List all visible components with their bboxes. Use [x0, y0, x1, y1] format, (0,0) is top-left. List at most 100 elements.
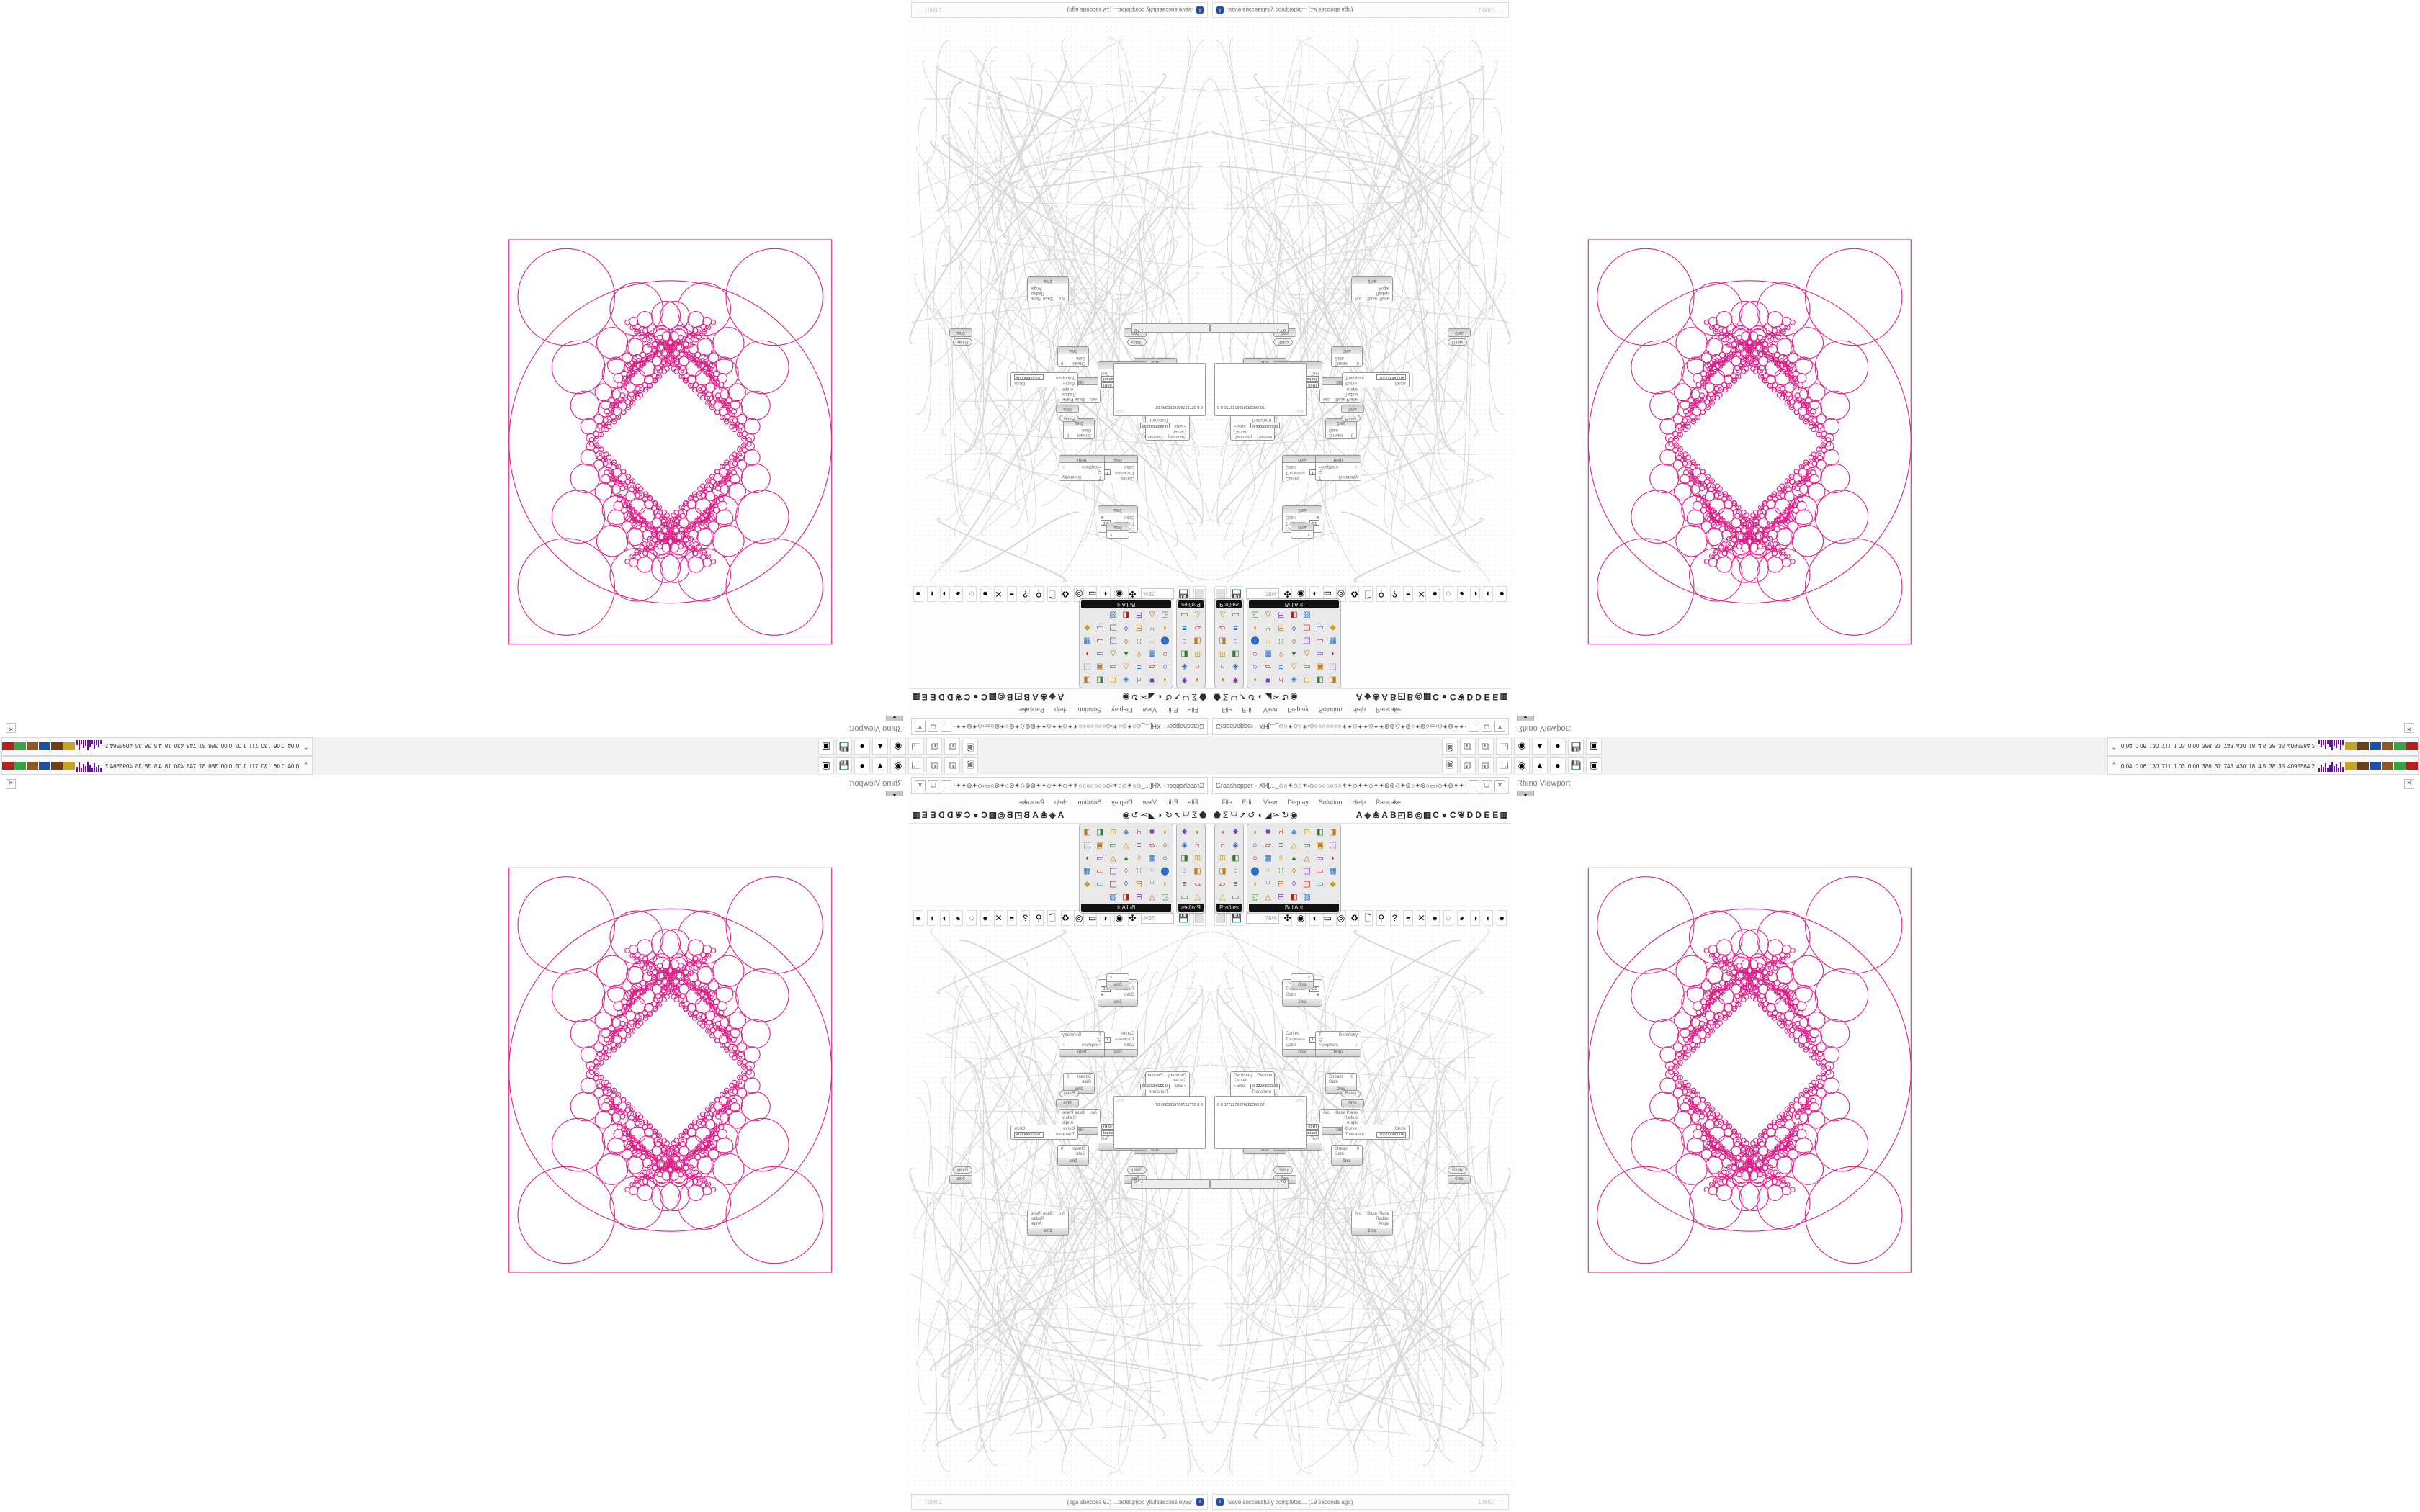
ribbon-panel-profiles[interactable]: ◖ ✸ ⑁ ◈ ⊞ ◧ ◨ ○ ▱ ≡ △ ▭ Profiles [1176, 824, 1206, 914]
preview-wireframe-icon[interactable]: ◌ [1443, 910, 1453, 926]
maximize-button[interactable]: ❑ [1482, 780, 1492, 791]
truss-icon[interactable]: ▭ [1303, 662, 1311, 671]
explorer-icon[interactable]: 🗊 [1460, 757, 1476, 773]
wire-display-icon[interactable]: ✕ [993, 586, 1004, 602]
gh-panel[interactable]: {0;0} 0 0.0272276870288343 07 [1214, 363, 1307, 416]
param-value-field[interactable]: [0;R] [1101, 382, 1114, 388]
menu-item-help[interactable]: Help [1054, 798, 1068, 806]
grasshopper-menubar[interactable]: File Edit View Display Solution Help Pancake [1210, 705, 1511, 716]
menu-item-help[interactable]: Help [1352, 706, 1366, 714]
gh-relay[interactable]: Relay [952, 1166, 972, 1174]
component-tab-17[interactable]: ▦ [912, 692, 920, 702]
shell-icon[interactable]: ◧ [1096, 828, 1104, 837]
red-quad-icon[interactable]: △ [1123, 841, 1129, 850]
component-tab-5[interactable]: ◰ [1014, 692, 1023, 702]
menu-item-edit[interactable]: Edit [1242, 706, 1254, 714]
component-tab-2[interactable]: ❀ [1372, 692, 1380, 702]
component-tab-6[interactable]: B [1006, 692, 1013, 702]
grasshopper-titlebar[interactable]: Grasshopper - XH[..._◇○✦◇○✶⬝◇○○○○○○○✶✦◇✦… [911, 718, 1208, 735]
wire-display-icon[interactable]: ✕ [993, 910, 1004, 926]
frame-lock-icon[interactable]: ▭ [1316, 649, 1324, 658]
angle-icon[interactable]: ▱ [1194, 880, 1201, 888]
component-tab-14[interactable]: D [938, 692, 945, 702]
sphere-grid-icon[interactable]: ✸ [1264, 828, 1272, 837]
gh-component[interactable]: Curve Circle Tolerance 0.0000000004 [1342, 372, 1410, 387]
red-quad-icon[interactable]: △ [1149, 611, 1155, 619]
polyline-icon[interactable]: ◊ [1291, 624, 1296, 633]
widget-blue-icon[interactable]: ● [913, 586, 923, 602]
terminal-icon[interactable]: ▣ [818, 739, 834, 755]
component-tab-3[interactable]: A [1032, 810, 1039, 820]
component-tab-4[interactable]: B [1390, 692, 1397, 702]
component-tab-16[interactable]: E [1492, 692, 1499, 702]
preview-shaded-icon[interactable]: ◕ [1456, 910, 1467, 926]
category-icon-9[interactable]: ◉ [1290, 692, 1298, 702]
component-tab-11[interactable]: C [964, 810, 971, 820]
category-icon-5[interactable]: ◖ [1157, 692, 1163, 702]
maximize-button[interactable]: ❑ [928, 721, 938, 732]
gh-relay[interactable]: Relay [1341, 415, 1361, 422]
branch-icon[interactable]: ⑂ [1265, 879, 1270, 888]
surface-icon[interactable]: ▱ [1149, 662, 1155, 671]
v-nodes-icon[interactable]: ⑁ [1137, 827, 1142, 837]
grasshopper-tab-glyph-row[interactable]: ⬟ Σ Ψ ↗ ↺ ◖ ◢ ✂ ↻ ◉ A ◈ ❀ A B ◰ B ◎ ▦ C ● C ❦ D D E E ▦ [1210, 688, 1511, 705]
cone-icon[interactable]: ◖ [1162, 879, 1168, 888]
param-value-field[interactable]: 0.0000000004 [1014, 374, 1044, 380]
category-icon-6[interactable]: ◢ [1265, 810, 1272, 820]
preview-shaded-icon[interactable]: ◕ [953, 910, 964, 926]
quad-mesh-icon[interactable]: ◈ [1123, 675, 1129, 684]
component-tab-12[interactable]: ❦ [1457, 692, 1465, 702]
truss-icon[interactable]: ▭ [1109, 662, 1117, 671]
save-disk-icon[interactable]: 💾 [836, 739, 852, 755]
rhino-icon[interactable]: ◉ [890, 739, 906, 755]
resize-grip[interactable]: ⁙ [915, 6, 920, 14]
preview-off-icon[interactable]: ● [1430, 910, 1440, 926]
gh-component[interactable]: Curve Circle Tolerance 0.0000000004 [1010, 372, 1078, 387]
system-tray[interactable]: ⌃ 0.040.061307111.030.0038637743430184.5… [1, 756, 313, 775]
balloon-icon[interactable]: ◓ [1007, 586, 1017, 602]
param-value-field[interactable]: 0.3333333333 [1139, 423, 1170, 428]
component-tab-10[interactable]: ● [973, 810, 979, 820]
help-icon[interactable]: ? [1020, 910, 1031, 926]
warp-icon[interactable]: ◨ [1083, 675, 1091, 684]
minimize-button[interactable]: _ [941, 721, 951, 732]
node-frame-icon[interactable]: ◫ [1109, 867, 1117, 876]
polyline-icon[interactable]: ◊ [1291, 866, 1296, 876]
firefox-icon[interactable]: ● [1550, 739, 1566, 755]
small-square-icon[interactable]: ▭ [1180, 893, 1188, 901]
widget-orange-icon[interactable]: ◐ [926, 910, 937, 926]
document-icon[interactable]: 🗋 [1047, 910, 1057, 926]
cone-icon[interactable]: ◖ [1162, 624, 1168, 633]
frame-lock-icon[interactable]: ▭ [1096, 854, 1104, 863]
quad-mesh-icon[interactable]: ◈ [1123, 828, 1129, 837]
widget-blue-icon[interactable]: ● [1497, 910, 1507, 926]
category-icon-2[interactable]: Ψ [1182, 810, 1190, 820]
shell-icon[interactable]: ◧ [1316, 675, 1324, 684]
widget-green-icon[interactable]: ◑ [940, 586, 950, 602]
frame-lock-icon[interactable]: ▭ [1096, 880, 1104, 888]
gh-panel[interactable]: {0;0} 0 0.0272276870288343 07 [1113, 1096, 1206, 1149]
grasshopper-tab-glyph-row[interactable]: ⬟ Σ Ψ ↗ ↺ ◖ ◢ ✂ ↻ ◉ A ◈ ❀ A B ◰ B ◎ ▦ C ● C ❦ D D E E ▦ [1210, 807, 1511, 824]
frame-lock-icon[interactable]: ▭ [1096, 867, 1104, 876]
polyline-icon[interactable]: ◊ [1124, 866, 1129, 876]
cone-icon[interactable]: ◖ [1162, 827, 1168, 837]
tray-expand-icon[interactable]: ⌃ [303, 743, 309, 751]
node-frame-icon[interactable]: ◫ [1303, 624, 1311, 632]
category-icon-6[interactable]: ◢ [1265, 692, 1272, 702]
grasshopper-titlebar[interactable]: Grasshopper - XH[..._◇○✦◇○✶⬝◇○○○○○○○✶✦◇✦… [1212, 718, 1509, 735]
category-icon-0[interactable]: ⬟ [1213, 810, 1222, 820]
component-tab-6[interactable]: B [1006, 810, 1013, 820]
gh-component[interactable]: c 0ms [1106, 523, 1129, 539]
red-triangle-icon[interactable]: ▲ [1290, 853, 1298, 863]
grasshopper-tab-glyph-row[interactable]: ⬟ Σ Ψ ↗ ↺ ◖ ◢ ✂ ↻ ◉ A ◈ ❀ A B ◰ B ◎ ▦ C ● C ❦ D D E E ▦ [909, 688, 1210, 705]
component-tab-12[interactable]: ❦ [955, 810, 963, 820]
quad-mesh-icon[interactable]: ◈ [1291, 828, 1297, 837]
category-icon-6[interactable]: ◢ [1148, 810, 1155, 820]
I-beam-icon[interactable]: ◨ [1193, 636, 1201, 645]
help-icon[interactable]: ? [1389, 910, 1400, 926]
rainbow-surface-icon[interactable]: ▧ [1303, 893, 1311, 901]
document-icon[interactable]: 🗋 [1363, 910, 1373, 926]
gh-number-slider[interactable]: 1 7 0 [1210, 323, 1289, 333]
